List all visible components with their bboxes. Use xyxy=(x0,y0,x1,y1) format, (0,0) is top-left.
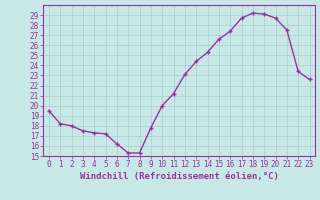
X-axis label: Windchill (Refroidissement éolien,°C): Windchill (Refroidissement éolien,°C) xyxy=(80,172,279,181)
